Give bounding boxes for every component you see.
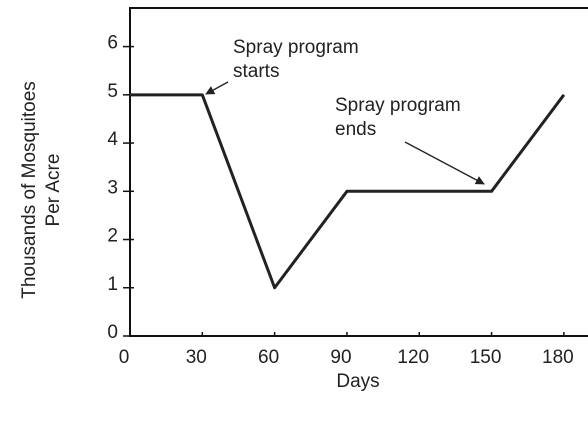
annotation: Spray program xyxy=(335,95,461,116)
x-tick-label: 0 xyxy=(119,347,130,368)
x-tick-label: 30 xyxy=(186,347,207,368)
x-tick-label: 180 xyxy=(542,347,574,368)
x-axis-label: Days xyxy=(336,371,379,392)
annotation-arrow xyxy=(404,141,485,185)
y-tick-label: 1 xyxy=(107,274,118,295)
x-tick-label: 90 xyxy=(330,347,351,368)
y-axis-label: Per Acre xyxy=(43,154,64,227)
annotation-arrow xyxy=(205,81,229,95)
y-tick-label: 5 xyxy=(107,81,118,102)
y-tick-label: 0 xyxy=(107,322,118,343)
x-tick-label: 150 xyxy=(470,347,502,368)
y-tick-label: 3 xyxy=(107,177,118,198)
annotation: ends xyxy=(335,119,376,140)
plot-frame xyxy=(129,7,588,337)
x-tick-label: 120 xyxy=(397,347,429,368)
data-line xyxy=(130,93,566,290)
annotation: starts xyxy=(233,61,279,82)
y-tick-label: 4 xyxy=(107,129,118,150)
y-tick-label: 2 xyxy=(107,226,118,247)
y-tick-label: 6 xyxy=(107,33,118,54)
x-tick-label: 60 xyxy=(258,347,279,368)
annotation: Spray program xyxy=(233,37,359,58)
y-axis-label: Thousands of Mosquitoes xyxy=(19,81,40,299)
